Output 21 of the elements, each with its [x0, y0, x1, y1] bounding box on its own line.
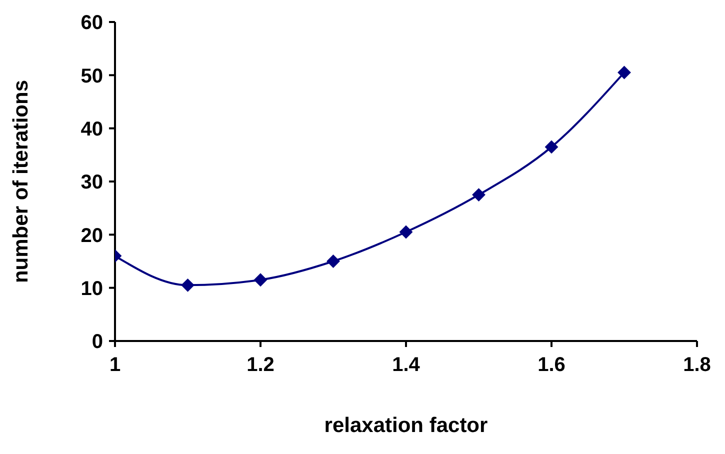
x-tick-label: 1.2 — [246, 354, 274, 376]
point — [400, 226, 412, 239]
y-tick-label: 0 — [92, 331, 103, 354]
x-tick-label: 1 — [109, 354, 121, 376]
point — [618, 66, 631, 80]
point — [181, 278, 194, 292]
y-tick-label: 60 — [80, 12, 103, 34]
y-tick-label: 20 — [80, 224, 103, 247]
y-tick-label: 40 — [80, 118, 103, 140]
x-axis-title: relaxation factor — [324, 414, 488, 437]
point — [326, 254, 340, 268]
x-tick-label: 1.6 — [538, 354, 566, 376]
y-axis-title: number of iterations — [9, 80, 32, 284]
y-tick-label: 30 — [80, 172, 103, 194]
point — [254, 273, 267, 286]
y-tick-label: 10 — [80, 278, 103, 300]
x-tick-label: 1.4 — [392, 354, 421, 376]
point — [545, 140, 558, 154]
y-tick-label: 50 — [80, 65, 103, 88]
x-tick-label: 1.8 — [683, 354, 711, 376]
point — [472, 188, 486, 202]
